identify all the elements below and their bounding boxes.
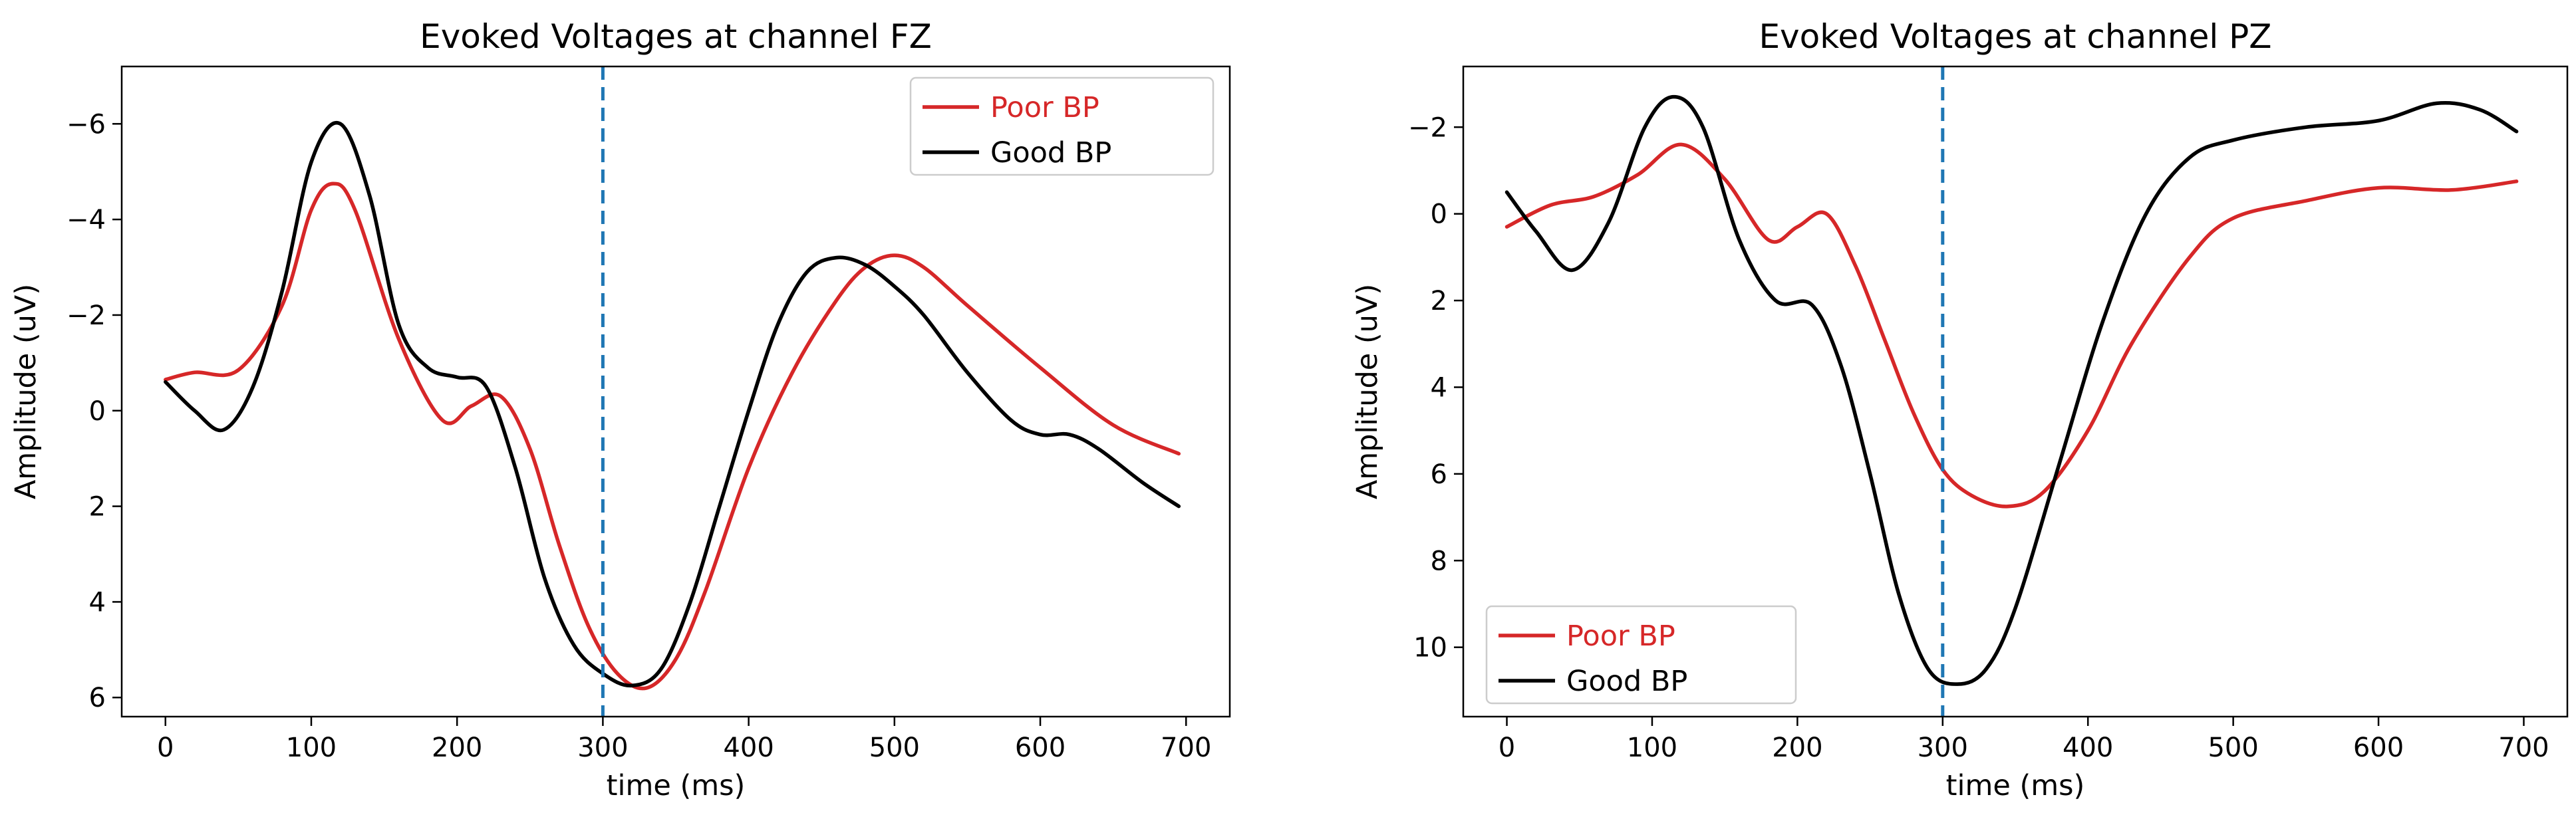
x-tick-label: 600 [2353, 733, 2404, 763]
x-tick-label: 500 [2208, 733, 2258, 763]
y-tick-label: 0 [89, 396, 106, 427]
x-tick-label: 200 [432, 733, 482, 763]
chart-fz: Evoked Voltages at channel FZ 0 100 200 300 4… [9, 17, 1231, 802]
y-tick-label: 8 [1431, 546, 1447, 576]
legend: Poor BP Good BP [909, 76, 1215, 176]
legend-entry: Good BP [990, 136, 1111, 170]
x-tick-label: 200 [1772, 733, 1822, 763]
x-tick-label: 100 [286, 733, 337, 763]
chart-title: Evoked Voltages at channel PZ [1759, 17, 2271, 56]
legend-entry: Poor BP [1566, 620, 1675, 653]
y-tick-label: 4 [1431, 372, 1447, 403]
series-line-good-bp [1504, 94, 2519, 686]
x-tick-label: 0 [1499, 733, 1515, 763]
y-tick-label: −2 [1408, 112, 1447, 143]
x-tick-label: 600 [1015, 733, 1066, 763]
chart-pz: Evoked Voltages at channel PZ0 100 200 300 4… [1351, 17, 2569, 802]
plot-frame [1462, 65, 2569, 718]
x-axis-label: time (ms) [607, 769, 746, 802]
y-axis-label: Amplitude (uV) [1351, 284, 1384, 499]
legend-entry: Good BP [1566, 665, 1687, 698]
x-tick-label: 0 [157, 733, 174, 763]
legend-entry: Poor BP [990, 91, 1099, 124]
y-tick-label: 10 [1413, 633, 1447, 663]
x-tick-label: 300 [577, 733, 628, 763]
x-tick-label: 700 [2498, 733, 2549, 763]
y-tick-label: 2 [89, 492, 106, 523]
x-tick-label: 400 [2063, 733, 2113, 763]
series-line-poor-bp [1504, 142, 2519, 509]
x-axis-label: time (ms) [1946, 769, 2085, 802]
chart-title: Evoked Voltages at channel FZ [420, 17, 932, 56]
y-tick-label: −4 [67, 205, 106, 235]
y-tick-label: −2 [67, 300, 106, 331]
x-tick-label: 500 [869, 733, 920, 763]
y-tick-label: 2 [1431, 286, 1447, 316]
plot-frame [120, 65, 1231, 718]
y-tick-label: −6 [67, 109, 106, 140]
y-axis-label: Amplitude (uV) [9, 284, 43, 499]
legend: Poor BP Good BP [1485, 605, 1797, 705]
legend-box [1485, 605, 1797, 705]
x-tick-label: 100 [1627, 733, 1677, 763]
y-tick-label: 6 [1431, 459, 1447, 490]
x-tick-label: 700 [1161, 733, 1211, 763]
y-tick-label: 0 [1431, 199, 1447, 230]
y-tick-label: 6 [89, 683, 106, 713]
x-tick-label: 400 [723, 733, 774, 763]
x-tick-label: 300 [1918, 733, 1968, 763]
y-tick-label: 4 [89, 587, 106, 618]
legend-box [909, 76, 1215, 176]
series-line-poor-bp [164, 181, 1181, 691]
series-line-good-bp [164, 120, 1181, 688]
